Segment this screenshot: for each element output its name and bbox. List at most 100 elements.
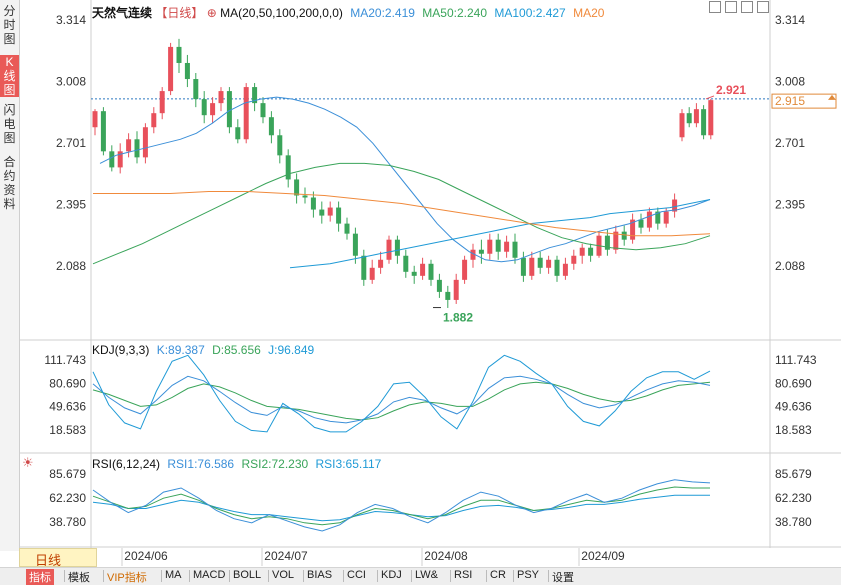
tab-divider: [343, 570, 344, 582]
tab-lightning[interactable]: 闪电图: [3, 103, 16, 145]
candle-body: [708, 100, 714, 136]
settings-icon[interactable]: ⊕: [206, 6, 217, 20]
indicator-tab[interactable]: 模板: [68, 572, 90, 584]
candle-body: [310, 197, 316, 210]
rsi-tick-left: 85.679: [49, 467, 86, 481]
candle-body: [588, 247, 594, 256]
sun-icon[interactable]: ☀: [22, 455, 34, 470]
indicator-tab[interactable]: KDJ: [381, 569, 402, 581]
candle-body: [369, 267, 375, 280]
candle-body: [529, 257, 535, 276]
kdj-tick-left: 49.636: [49, 400, 86, 414]
indicator-bar: 指标 模板 VIP指标 MA MACD BOLL VOL BIAS CCI KDJ LW& RSI CR…: [0, 567, 841, 585]
indicator-tab[interactable]: 设置: [552, 572, 574, 584]
tab-divider: [513, 570, 514, 582]
candle-body: [168, 46, 174, 92]
candle-body: [361, 255, 367, 280]
candle-body: [319, 209, 325, 216]
current-price-label: 2.915: [775, 94, 805, 108]
candle-body: [126, 139, 132, 152]
candle-body: [352, 233, 358, 256]
rsi-1: RSI1:76.586: [167, 457, 235, 471]
high-price-pointer: [705, 95, 715, 100]
candle-body: [184, 62, 190, 80]
candle-body: [268, 117, 274, 136]
indicator-tab[interactable]: VOL: [272, 569, 295, 581]
rsi-tick-left: 62.230: [49, 491, 86, 505]
tab-divider: [189, 570, 190, 582]
indicator-tab[interactable]: VIP指标: [107, 572, 147, 584]
candle-body: [646, 211, 652, 228]
ma100-value: MA100:2.427: [494, 6, 566, 20]
indicator-tab[interactable]: 指标: [26, 569, 54, 585]
chart-canvas: 3.314 3.314 3.008 3.008 2.701 2.701 2.395 2.395…: [19, 0, 841, 566]
indicator-tab[interactable]: MA: [165, 569, 182, 581]
close-icon[interactable]: [757, 1, 769, 13]
indicator-tab[interactable]: MACD: [193, 569, 226, 581]
price-tick-left: 2.701: [56, 136, 86, 150]
ma50-value: MA50:2.240: [422, 6, 487, 20]
candle-body: [701, 109, 707, 136]
candle-body: [420, 263, 426, 276]
tab-timeshare[interactable]: 分时图: [3, 4, 16, 46]
current-price-box: [771, 93, 837, 109]
candle-body: [226, 91, 232, 128]
candle-body: [487, 239, 493, 254]
kdj-tick-right: 80.690: [775, 376, 812, 390]
rsi-name: RSI(6,12,24): [92, 457, 161, 471]
candle-body: [386, 239, 392, 260]
kdj-k-line: [92, 375, 711, 424]
candle-body: [504, 241, 510, 252]
tab-divider: [103, 570, 104, 582]
candle-body: [252, 87, 258, 104]
candle-body: [562, 263, 568, 276]
candle-body: [201, 99, 207, 116]
chart-header: 天然气连续 【日线】 ⊕ MA(20,50,100,200,0,0) MA20:…: [92, 4, 604, 21]
restore-icon[interactable]: [741, 1, 753, 13]
candle-body: [638, 219, 644, 228]
candle-body: [495, 239, 501, 252]
tab-divider: [486, 570, 487, 582]
candle-body: [117, 151, 123, 168]
ma20-value: MA20:2.419: [350, 6, 415, 20]
low-price-label: 1.882: [443, 311, 473, 325]
candle-body: [327, 207, 333, 216]
kdj-name: KDJ(9,3,3): [92, 343, 150, 357]
indicator-tab[interactable]: BIAS: [307, 569, 333, 581]
candle-body: [218, 91, 224, 104]
tab-divider: [548, 570, 549, 582]
x-tick-label: 2024/09: [581, 549, 625, 563]
tab-divider: [268, 570, 269, 582]
kdj-tick-right: 18.583: [775, 423, 812, 437]
high-price-label: 2.921: [716, 83, 746, 97]
indicator-tab[interactable]: PSY: [517, 569, 540, 581]
indicator-tab[interactable]: LW&: [415, 569, 439, 581]
candle-body: [604, 235, 610, 250]
grid-icon[interactable]: [725, 1, 737, 13]
tab-contract-info[interactable]: 合约资料: [3, 155, 16, 211]
indicator-tab[interactable]: CCI: [347, 569, 366, 581]
price-tick-left: 2.395: [56, 198, 86, 212]
candle-body: [630, 219, 636, 240]
rsi-tick-left: 38.780: [49, 515, 86, 529]
candle-body: [512, 241, 518, 258]
zoom-icon[interactable]: [709, 1, 721, 13]
candle-body: [344, 223, 350, 234]
candle-body: [655, 211, 661, 224]
candle-body: [462, 259, 468, 280]
kdj-j: J:96.849: [268, 343, 315, 357]
candle-body: [520, 257, 526, 276]
indicator-tab[interactable]: CR: [490, 569, 506, 581]
indicator-tab[interactable]: BOLL: [233, 569, 262, 581]
kdj-tick-left: 18.583: [49, 423, 86, 437]
indicator-tab[interactable]: RSI: [454, 569, 473, 581]
ma20-line: [99, 96, 711, 263]
rsi-tick-right: 62.230: [775, 491, 812, 505]
rsi2-line: [92, 486, 710, 526]
kdj-k: K:89.387: [156, 343, 205, 357]
price-tick-right: 3.008: [775, 74, 805, 88]
period-tab[interactable]: 日线: [19, 548, 97, 568]
candle-body: [453, 279, 459, 300]
